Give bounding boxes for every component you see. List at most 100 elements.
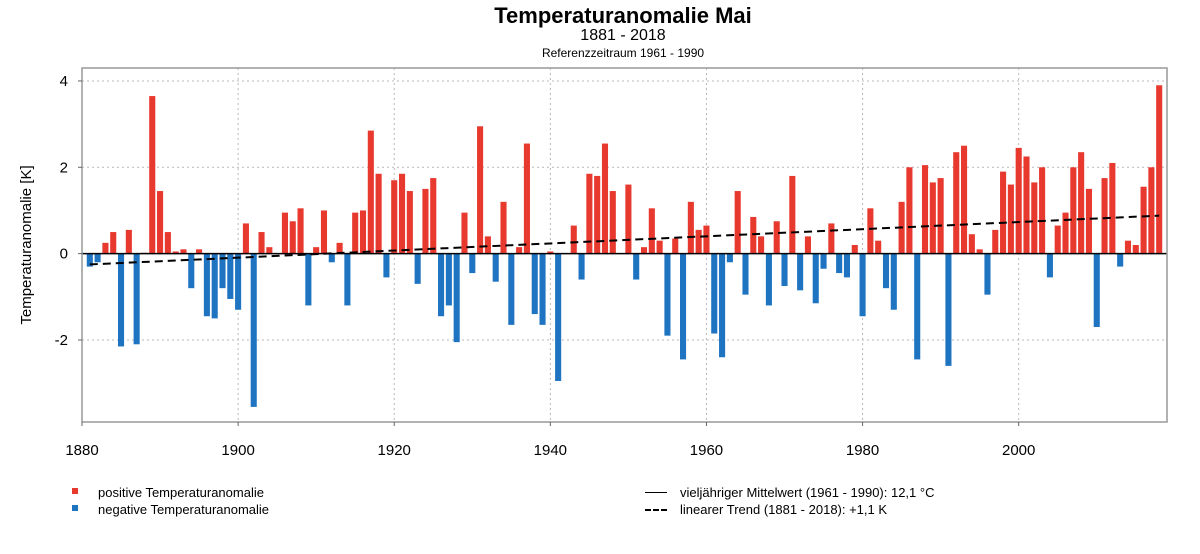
bar-1911 xyxy=(320,210,328,254)
bar-1989 xyxy=(929,182,936,254)
bar-2000 xyxy=(1015,147,1022,254)
bar-2014 xyxy=(1124,240,1132,254)
legend-mean-label: vieljähriger Mittelwert (1961 - 1990): 1… xyxy=(680,485,935,500)
bar-1945 xyxy=(586,173,593,254)
bar-1924 xyxy=(422,188,429,254)
bar-1966 xyxy=(750,216,757,254)
x-tick-label: 1900 xyxy=(221,442,254,459)
bar-1952 xyxy=(640,247,648,254)
bar-1975 xyxy=(820,253,827,269)
bar-2001 xyxy=(1023,156,1030,254)
bar-1969 xyxy=(773,221,780,254)
bar-1993 xyxy=(961,145,968,254)
bar-2017 xyxy=(1148,167,1155,254)
bar-1979 xyxy=(851,245,858,254)
bar-1909 xyxy=(305,253,312,306)
bar-1953 xyxy=(648,208,655,254)
y-axis-label: Temperaturanomalie [K] xyxy=(18,165,35,324)
bar-1932 xyxy=(484,236,491,254)
bar-1936 xyxy=(516,247,523,254)
bar-1897 xyxy=(211,253,218,319)
bar-1998 xyxy=(1000,171,1007,254)
bar-1940 xyxy=(547,251,554,254)
bar-1954 xyxy=(656,240,663,254)
bar-1991 xyxy=(945,253,952,366)
legend-trend-label: linearer Trend (1881 - 2018): +1,1 K xyxy=(680,502,888,517)
x-tick-label: 1880 xyxy=(65,442,98,459)
bar-1996 xyxy=(984,253,991,295)
chart-subtitle: 1881 - 2018 xyxy=(580,27,666,44)
bar-1960 xyxy=(703,225,710,254)
bar-1973 xyxy=(804,236,811,254)
bar-1999 xyxy=(1007,184,1014,254)
bar-1908 xyxy=(297,208,304,254)
bar-1934 xyxy=(500,201,507,254)
bar-2006 xyxy=(1062,212,1069,254)
legend-positive-label: positive Temperaturanomalie xyxy=(98,485,264,500)
bar-1995 xyxy=(976,249,983,254)
bar-1883 xyxy=(102,242,109,254)
bar-2007 xyxy=(1070,167,1077,254)
bar-2013 xyxy=(1117,253,1124,267)
legend-mean-line xyxy=(645,492,667,493)
bar-1956 xyxy=(672,238,679,254)
y-tick-label: -2 xyxy=(55,332,68,349)
bar-1919 xyxy=(383,253,390,278)
bar-1914 xyxy=(344,253,351,306)
bar-1931 xyxy=(477,126,484,254)
bar-2010 xyxy=(1093,253,1100,328)
bar-2005 xyxy=(1054,225,1061,254)
x-tick-label: 1940 xyxy=(534,442,567,459)
y-tick-label: 2 xyxy=(60,159,68,176)
bar-1941 xyxy=(555,253,562,381)
bar-1984 xyxy=(890,253,897,310)
legend-positive-swatch xyxy=(72,488,78,494)
reference-period-note: Referenzzeitraum 1961 - 1990 xyxy=(541,46,705,60)
bar-1907 xyxy=(289,221,296,254)
bar-2004 xyxy=(1046,253,1053,278)
bar-1915 xyxy=(352,212,359,254)
bar-1925 xyxy=(430,178,437,254)
bar-1895 xyxy=(196,249,203,254)
x-tick-label: 1960 xyxy=(690,442,723,459)
bar-1982 xyxy=(875,240,882,254)
bar-1926 xyxy=(438,253,445,317)
bar-1986 xyxy=(906,167,913,254)
bar-2008 xyxy=(1078,152,1085,254)
bar-1961 xyxy=(711,253,718,334)
bar-1965 xyxy=(742,253,749,295)
bar-1990 xyxy=(937,178,944,254)
bar-1921 xyxy=(398,173,406,254)
bar-1913 xyxy=(336,242,343,254)
bar-2015 xyxy=(1132,245,1139,254)
bar-2012 xyxy=(1109,162,1116,254)
bar-1957 xyxy=(679,253,687,360)
trend-line xyxy=(89,214,1160,266)
bar-1948 xyxy=(609,191,616,254)
bar-1971 xyxy=(789,175,796,254)
bar-1881 xyxy=(86,253,93,267)
bar-1958 xyxy=(687,201,694,254)
bar-1959 xyxy=(695,229,702,254)
bar-1938 xyxy=(531,253,538,315)
bar-1967 xyxy=(758,236,765,254)
bar-2018 xyxy=(1156,85,1163,254)
bar-2011 xyxy=(1101,178,1108,254)
bar-1976 xyxy=(828,223,835,254)
bar-1947 xyxy=(601,143,609,254)
bar-1997 xyxy=(992,229,999,254)
bar-2016 xyxy=(1140,186,1147,254)
bar-1884 xyxy=(110,232,117,254)
bar-1935 xyxy=(508,253,515,325)
bar-1902 xyxy=(250,253,257,407)
y-tick-label: 0 xyxy=(60,246,68,263)
x-tick-label: 1980 xyxy=(846,442,879,459)
bar-1903 xyxy=(258,232,265,254)
bar-1939 xyxy=(539,253,546,325)
bar-1890 xyxy=(157,191,164,254)
bar-1896 xyxy=(203,253,210,317)
bar-1898 xyxy=(219,253,226,289)
bar-1994 xyxy=(968,234,975,254)
bar-1981 xyxy=(867,208,874,254)
